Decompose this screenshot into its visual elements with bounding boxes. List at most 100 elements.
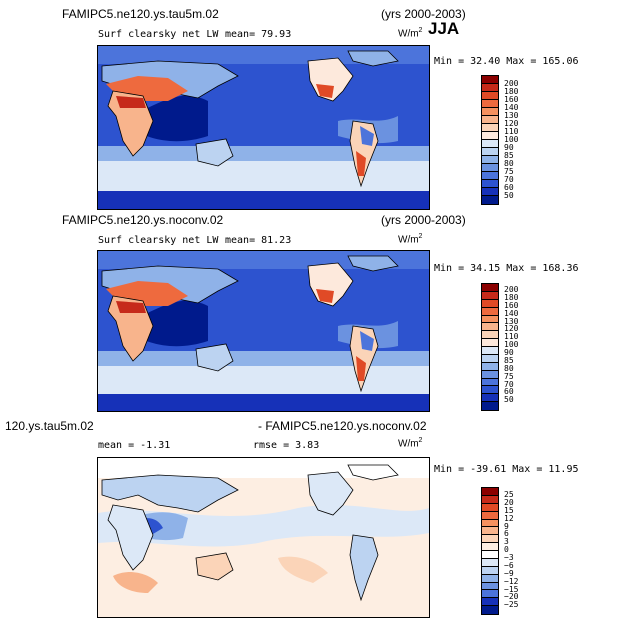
colorbar-level-label: 0 — [504, 545, 509, 555]
colorbar-swatch — [482, 92, 498, 100]
colorbar-level-label: 80 — [504, 159, 514, 168]
panel3-map-svg — [98, 458, 429, 617]
panel3-units: W/m2 — [398, 437, 423, 450]
colorbar-level-label: 25 — [504, 490, 514, 499]
colorbar-level-label: −3 — [504, 553, 514, 562]
colorbar-level-label: 12 — [504, 513, 514, 523]
colorbar-level-label: 160 — [504, 95, 519, 104]
panel2-minmax: Min = 34.15 Max = 168.36 — [434, 263, 579, 274]
colorbar-swatch — [482, 362, 498, 371]
colorbar-level-label: −15 — [504, 584, 519, 594]
colorbar-swatch — [482, 558, 498, 567]
panel1-mean: mean= 79.93 — [225, 29, 292, 40]
colorbar-swatch — [482, 574, 498, 583]
colorbar-swatch — [482, 172, 498, 180]
panel2-units: W/m2 — [398, 233, 423, 246]
colorbar-swatch — [482, 535, 498, 544]
colorbar-swatch — [482, 339, 498, 347]
colorbar-swatch — [482, 100, 498, 108]
panel2-years: (yrs 2000-2003) — [381, 213, 466, 227]
colorbar-level-label: 120 — [504, 119, 519, 128]
colorbar-level-label: 85 — [504, 355, 514, 365]
colorbar-swatch — [482, 108, 498, 116]
colorbar-level-label: −6 — [504, 560, 514, 570]
colorbar-swatch — [482, 331, 498, 340]
colorbar-level-label: 15 — [504, 505, 514, 515]
colorbar-swatch — [482, 315, 498, 324]
colorbar-level-label: −12 — [504, 576, 519, 586]
colorbar-level-label: −20 — [504, 592, 519, 602]
colorbar-swatch — [482, 180, 498, 188]
colorbar-level-label: 90 — [504, 143, 514, 152]
colorbar-level-label: 80 — [504, 363, 514, 373]
colorbar-swatch — [482, 527, 498, 536]
colorbar-swatch — [482, 148, 498, 156]
colorbar-level-label: 20 — [504, 497, 514, 507]
colorbar-level-label: 60 — [504, 387, 514, 397]
colorbar-level-label: 200 — [504, 285, 519, 294]
colorbar-level-label: 100 — [504, 340, 519, 350]
panel2-map — [97, 250, 430, 412]
panel1-minmax: Min = 32.40 Max = 165.06 — [434, 56, 579, 67]
colorbar-swatch — [482, 606, 498, 614]
colorbar-swatch — [482, 590, 498, 599]
colorbar-level-label: 130 — [504, 316, 519, 326]
colorbar-level-label: 6 — [504, 529, 509, 539]
colorbar-level-label: −9 — [504, 568, 514, 578]
colorbar-level-label: 60 — [504, 183, 514, 192]
colorbar-swatch — [482, 488, 498, 496]
colorbar-level-label: 85 — [504, 151, 514, 160]
panel2-variable: Surf clearsky net LW — [98, 235, 219, 246]
colorbar-level-label: 160 — [504, 300, 519, 310]
colorbar-level-label: 9 — [504, 521, 509, 531]
colorbar-swatch — [482, 124, 498, 132]
colorbar-swatch — [482, 284, 498, 292]
colorbar-level-label: 110 — [504, 332, 519, 342]
panel3-case-title: 120.ys.tau5m.02 — [5, 419, 94, 433]
panel1-map-svg — [98, 46, 429, 209]
colorbar-level-label: 75 — [504, 167, 514, 176]
colorbar-level-label: 130 — [504, 111, 519, 120]
panel3-colorbar — [481, 487, 499, 615]
panel3-case2-title: - FAMIPC5.ne120.ys.noconv.02 — [258, 419, 427, 433]
colorbar-swatch — [482, 394, 498, 403]
colorbar-swatch — [482, 132, 498, 140]
colorbar-swatch — [482, 543, 498, 551]
colorbar-level-label: −25 — [504, 600, 519, 610]
panel3-map — [97, 457, 430, 618]
colorbar-swatch — [482, 84, 498, 92]
colorbar-swatch — [482, 551, 498, 559]
colorbar-swatch — [482, 347, 498, 355]
colorbar-swatch — [482, 582, 498, 591]
colorbar-swatch — [482, 566, 498, 575]
colorbar-swatch — [482, 598, 498, 607]
colorbar-swatch — [482, 76, 498, 84]
panel1-case-title: FAMIPC5.ne120.ys.tau5m.02 — [62, 7, 219, 21]
panel1-map — [97, 45, 430, 210]
colorbar-level-label: 3 — [504, 537, 509, 547]
colorbar-swatch — [482, 307, 498, 316]
panel2-mean: mean= 81.23 — [225, 235, 292, 246]
panel3-mean: mean = -1.31 — [98, 440, 171, 451]
colorbar-level-label: 140 — [504, 103, 519, 112]
panel2-case-title: FAMIPC5.ne120.ys.noconv.02 — [62, 213, 224, 227]
colorbar-swatch — [482, 164, 498, 172]
colorbar-swatch — [482, 402, 498, 410]
panel2-map-svg — [98, 251, 429, 411]
panel3-rmse: rmse = 3.83 — [253, 440, 320, 451]
colorbar-swatch — [482, 156, 498, 164]
colorbar-level-label: 100 — [504, 135, 519, 144]
colorbar-swatch — [482, 519, 498, 528]
colorbar-swatch — [482, 323, 498, 332]
panel1-variable: Surf clearsky net LW — [98, 29, 219, 40]
colorbar-level-label: 140 — [504, 308, 519, 318]
colorbar-swatch — [482, 188, 498, 196]
colorbar-swatch — [482, 291, 498, 300]
panel3-minmax: Min = -39.61 Max = 11.95 — [434, 464, 579, 475]
colorbar-level-label: 50 — [504, 395, 514, 405]
panel1-colorbar — [481, 75, 499, 205]
colorbar-swatch — [482, 370, 498, 379]
colorbar-swatch — [482, 386, 498, 395]
colorbar-level-label: 180 — [504, 87, 519, 96]
colorbar-swatch — [482, 495, 498, 504]
